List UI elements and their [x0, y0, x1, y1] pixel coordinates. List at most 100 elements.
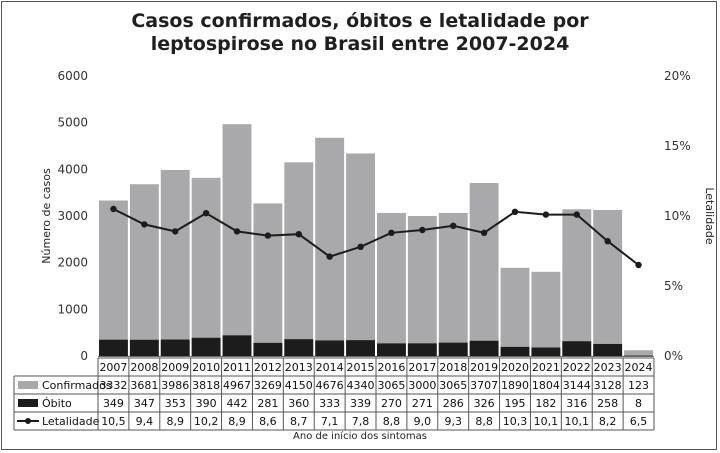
y2-tick-label: 10%: [664, 209, 691, 223]
point-letalidade-2021: [542, 211, 550, 218]
table-cell-Óbito-2019: 326: [474, 397, 495, 410]
bar-confirmados-2013: [284, 162, 314, 356]
table-cell-Confirmados-2018: 3065: [439, 379, 467, 392]
y2-tick-label: 0%: [664, 349, 683, 363]
bar-confirmados-2007: [99, 200, 128, 356]
point-letalidade-2011: [233, 228, 241, 235]
table-cell-Letalidade-2021: 10,1: [534, 415, 559, 428]
y-tick-label: 6000: [57, 69, 88, 83]
table-cell-Letalidade-2010: 10,2: [194, 415, 219, 428]
chart-title-line-2: leptospirose no Brasil entre 2007-2024: [150, 33, 570, 55]
table-cell-Confirmados-2008: 3681: [130, 379, 158, 392]
legend-label: Óbito: [42, 397, 72, 410]
bar-obito-2008: [129, 339, 159, 356]
bar-confirmados-2020: [500, 267, 530, 356]
bar-confirmados-2018: [438, 212, 468, 356]
table-cell-Confirmados-2007: 3332: [99, 379, 127, 392]
table-cell-Confirmados-2009: 3986: [161, 379, 189, 392]
bar-obito-2009: [160, 339, 190, 356]
y-tick-label: 4000: [57, 162, 88, 176]
table-cell-Letalidade-2019: 8,8: [475, 415, 493, 428]
bar-obito-2017: [407, 343, 437, 356]
point-letalidade-2018: [450, 222, 457, 229]
table-cell-Letalidade-2013: 8,7: [290, 415, 308, 428]
table-cell-Óbito-2010: 390: [196, 397, 217, 410]
table-cell-Óbito-2014: 333: [319, 397, 340, 410]
x-tick-label: 2019: [470, 361, 498, 374]
bar-confirmados-2021: [531, 271, 561, 356]
point-letalidade-2023: [604, 238, 611, 245]
y2-tick-label: 5%: [664, 279, 683, 293]
table-cell-Confirmados-2014: 4676: [316, 379, 344, 392]
table-cell-Óbito-2009: 353: [165, 397, 186, 410]
bar-obito-2013: [284, 339, 314, 356]
table-cell-Confirmados-2024: 123: [628, 379, 649, 392]
bar-confirmados-2015: [346, 153, 375, 356]
point-letalidade-2016: [388, 229, 395, 236]
bar-confirmados-2017: [407, 216, 437, 356]
table-cell-Letalidade-2018: 9,3: [444, 415, 462, 428]
table-cell-Letalidade-2016: 8,8: [383, 415, 401, 428]
point-letalidade-2008: [141, 221, 148, 228]
bar-confirmados-2024: [624, 350, 653, 356]
table-cell-Letalidade-2017: 9,0: [414, 415, 432, 428]
legend-marker-Letalidade: [25, 418, 31, 424]
point-letalidade-2012: [264, 232, 272, 239]
x-tick-label: 2008: [130, 361, 158, 374]
bar-obito-2021: [531, 347, 561, 356]
bar-obito-2010: [191, 337, 221, 356]
y-tick-label: 5000: [57, 116, 88, 130]
table-cell-Confirmados-2017: 3000: [408, 379, 436, 392]
legend-swatch-Óbito: [18, 399, 38, 407]
x-tick-label: 2007: [99, 361, 127, 374]
bar-confirmados-2011: [222, 124, 252, 356]
chart-title: Casos confirmados, óbitos e letalidade p…: [0, 10, 720, 56]
table-cell-Óbito-2018: 286: [443, 397, 464, 410]
table-cell-Letalidade-2008: 9,4: [136, 415, 154, 428]
table-cell-Confirmados-2013: 4150: [285, 379, 313, 392]
x-tick-label: 2020: [501, 361, 529, 374]
point-letalidade-2024: [635, 261, 642, 269]
table-cell-Óbito-2016: 270: [381, 397, 402, 410]
y-tick-label: 1000: [57, 302, 88, 316]
bar-obito-2016: [377, 343, 406, 356]
point-letalidade-2009: [172, 228, 179, 235]
table-cell-Letalidade-2012: 8,6: [259, 415, 277, 428]
table-cell-Letalidade-2014: 7,1: [321, 415, 339, 428]
y2-axis-title: Letalidade: [703, 187, 716, 245]
bar-confirmados-2023: [593, 210, 623, 356]
table-cell-Letalidade-2015: 7,8: [352, 415, 370, 428]
table-cell-Óbito-2022: 316: [566, 397, 587, 410]
table-cell-Óbito-2023: 258: [597, 397, 618, 410]
table-cell-Confirmados-2012: 3269: [254, 379, 282, 392]
line-letalidade: [112, 208, 640, 266]
bar-confirmados-2019: [469, 183, 499, 356]
y-tick-label: 2000: [57, 256, 88, 270]
table-cell-Letalidade-2024: 6,5: [630, 415, 648, 428]
y-tick-label: 3000: [57, 209, 88, 223]
bar-obito-2012: [253, 342, 283, 356]
x-axis-title: Ano de início dos sintomas: [293, 431, 427, 442]
bar-obito-2022: [562, 341, 592, 356]
table-cell-Confirmados-2015: 4340: [347, 379, 375, 392]
y-axis-title: Número de casos: [40, 168, 53, 264]
bar-obito-2018: [438, 342, 468, 356]
x-tick-label: 2023: [594, 361, 622, 374]
bar-confirmados-2014: [315, 137, 345, 356]
table-cell-Confirmados-2016: 3065: [377, 379, 405, 392]
table-cell-Letalidade-2009: 8,9: [166, 415, 184, 428]
x-tick-label: 2013: [285, 361, 313, 374]
point-letalidade-2007: [110, 205, 117, 213]
bar-obito-2023: [593, 343, 623, 356]
point-letalidade-2014: [326, 253, 333, 260]
y2-tick-label: 15%: [664, 139, 691, 153]
table-cell-Óbito-2021: 182: [535, 397, 556, 410]
bar-confirmados-2009: [160, 169, 190, 356]
point-letalidade-2010: [202, 210, 210, 217]
y2-tick-label: 20%: [664, 69, 691, 83]
bar-obito-2011: [222, 335, 252, 356]
table-cell-Óbito-2007: 349: [103, 397, 124, 410]
x-tick-label: 2012: [254, 361, 282, 374]
table-cell-Letalidade-2022: 10,1: [565, 415, 590, 428]
table-cell-Óbito-2013: 360: [288, 397, 309, 410]
